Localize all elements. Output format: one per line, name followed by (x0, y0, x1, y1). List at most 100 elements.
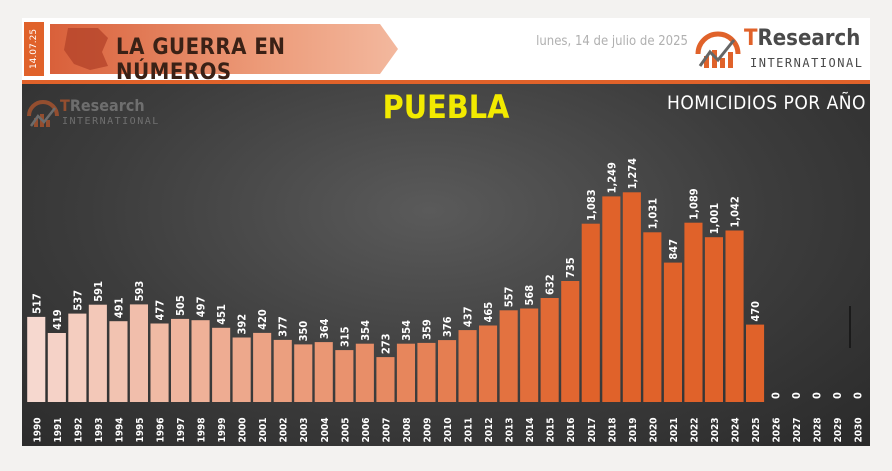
value-label-1990: 517 (30, 293, 43, 314)
panel-logo-subtitle: INTERNATIONAL (62, 116, 160, 127)
value-label-1994: 491 (112, 297, 125, 318)
year-label-2029: 2029 (833, 417, 844, 442)
bar-2001 (253, 332, 272, 402)
bar-2000 (232, 337, 251, 402)
value-label-2027: 0 (790, 392, 803, 399)
chart-panel: TResearch INTERNATIONAL PUEBLA HOMICIDIO… (22, 84, 870, 446)
tresearch-logo-icon (695, 31, 741, 68)
bar-2019 (622, 192, 641, 402)
year-label-2001: 2001 (258, 417, 269, 442)
bar-2015 (540, 298, 559, 402)
tresearch-logo: TResearch INTERNATIONAL (694, 26, 870, 76)
value-label-1993: 591 (92, 281, 105, 302)
value-label-2021: 847 (667, 239, 680, 260)
value-label-1998: 497 (195, 296, 208, 317)
panel-watermark-logo: TResearch INTERNATIONAL (26, 96, 176, 136)
bar-chart: 517 419 537 591 491 593 477 505 497 451 392 420 377 3… (27, 158, 865, 443)
bar-1994 (109, 321, 128, 402)
year-label-2022: 2022 (689, 417, 700, 442)
banner-title: LA GUERRA EN NÚMEROS (116, 35, 286, 85)
value-label-2001: 420 (256, 309, 269, 330)
value-label-2005: 315 (338, 326, 351, 347)
bar-1996 (150, 323, 169, 402)
chart-subtitle: HOMICIDIOS POR AÑO (667, 92, 866, 114)
year-label-2030: 2030 (854, 417, 865, 442)
bar-2009 (417, 342, 436, 402)
bar-1999 (212, 327, 231, 402)
panel-scroll-marker (849, 306, 851, 348)
bar-2008 (396, 343, 415, 402)
value-label-1996: 477 (154, 300, 167, 321)
bar-2020 (643, 232, 662, 402)
year-label-2007: 2007 (381, 417, 392, 442)
year-label-2016: 2016 (566, 417, 577, 442)
bar-2023 (704, 237, 723, 402)
value-label-2026: 0 (770, 392, 783, 399)
bar-2017 (581, 223, 600, 402)
year-label-2004: 2004 (320, 417, 331, 442)
value-label-2004: 364 (318, 318, 331, 339)
bar-2013 (499, 310, 518, 402)
year-label-2021: 2021 (669, 417, 680, 442)
value-label-2025: 470 (749, 301, 762, 322)
value-label-2003: 350 (297, 321, 310, 342)
year-label-1994: 1994 (114, 417, 125, 442)
value-label-2028: 0 (811, 392, 824, 399)
year-label-2017: 2017 (587, 417, 598, 442)
bar-2011 (458, 330, 477, 402)
year-labels-group: 1990 1991 1992 1993 1994 1995 1996 1997 1998 1999… (32, 417, 864, 442)
value-label-2007: 273 (379, 333, 392, 354)
map-silhouette-icon (64, 28, 108, 70)
year-label-2027: 2027 (792, 417, 803, 442)
value-label-1997: 505 (174, 295, 187, 316)
year-label-2019: 2019 (628, 417, 639, 442)
value-label-2002: 377 (277, 316, 290, 337)
bar-2003 (294, 344, 313, 402)
bar-2006 (355, 343, 374, 402)
bar-2005 (335, 350, 354, 402)
year-label-2011: 2011 (464, 417, 475, 442)
year-label-1990: 1990 (32, 417, 43, 442)
panel-logo-brand: TResearch (60, 96, 145, 115)
year-label-1996: 1996 (156, 417, 167, 442)
year-label-2012: 2012 (484, 417, 495, 442)
bar-2010 (438, 340, 457, 402)
date-tab-text: 14.07.25 (29, 28, 39, 70)
bar-2024 (725, 230, 744, 402)
value-label-2022: 1,089 (687, 188, 700, 219)
value-label-2006: 354 (359, 320, 372, 341)
year-label-2026: 2026 (772, 417, 783, 442)
value-label-2015: 632 (544, 274, 557, 295)
value-label-2017: 1,083 (585, 189, 598, 220)
bar-1991 (47, 333, 66, 402)
bar-1995 (129, 304, 148, 402)
banner-arrow-shape (50, 24, 398, 74)
year-label-1997: 1997 (176, 417, 187, 442)
year-label-1992: 1992 (73, 417, 84, 442)
value-label-2016: 735 (564, 257, 577, 278)
year-label-2010: 2010 (443, 417, 454, 442)
bar-1992 (68, 313, 87, 402)
bar-2025 (746, 324, 765, 402)
year-label-2000: 2000 (238, 417, 249, 442)
value-label-2018: 1,249 (605, 162, 618, 193)
value-label-2023: 1,001 (708, 203, 721, 234)
header-divider (22, 80, 870, 84)
bar-2007 (376, 357, 395, 402)
year-label-2028: 2028 (813, 417, 824, 442)
date-tab: 14.07.25 (24, 22, 44, 76)
bar-2018 (602, 196, 621, 402)
bar-2004 (314, 342, 333, 402)
value-label-2012: 465 (482, 302, 495, 323)
year-label-2008: 2008 (402, 417, 413, 442)
bar-1998 (191, 320, 210, 402)
year-label-2018: 2018 (607, 417, 618, 442)
year-label-2006: 2006 (361, 417, 372, 442)
value-label-2020: 1,031 (646, 198, 659, 229)
year-label-2005: 2005 (340, 417, 351, 442)
year-label-2015: 2015 (546, 417, 557, 442)
year-label-2013: 2013 (505, 417, 516, 442)
value-label-2009: 359 (421, 319, 434, 340)
bar-1990 (27, 316, 46, 402)
value-label-2010: 376 (441, 316, 454, 337)
